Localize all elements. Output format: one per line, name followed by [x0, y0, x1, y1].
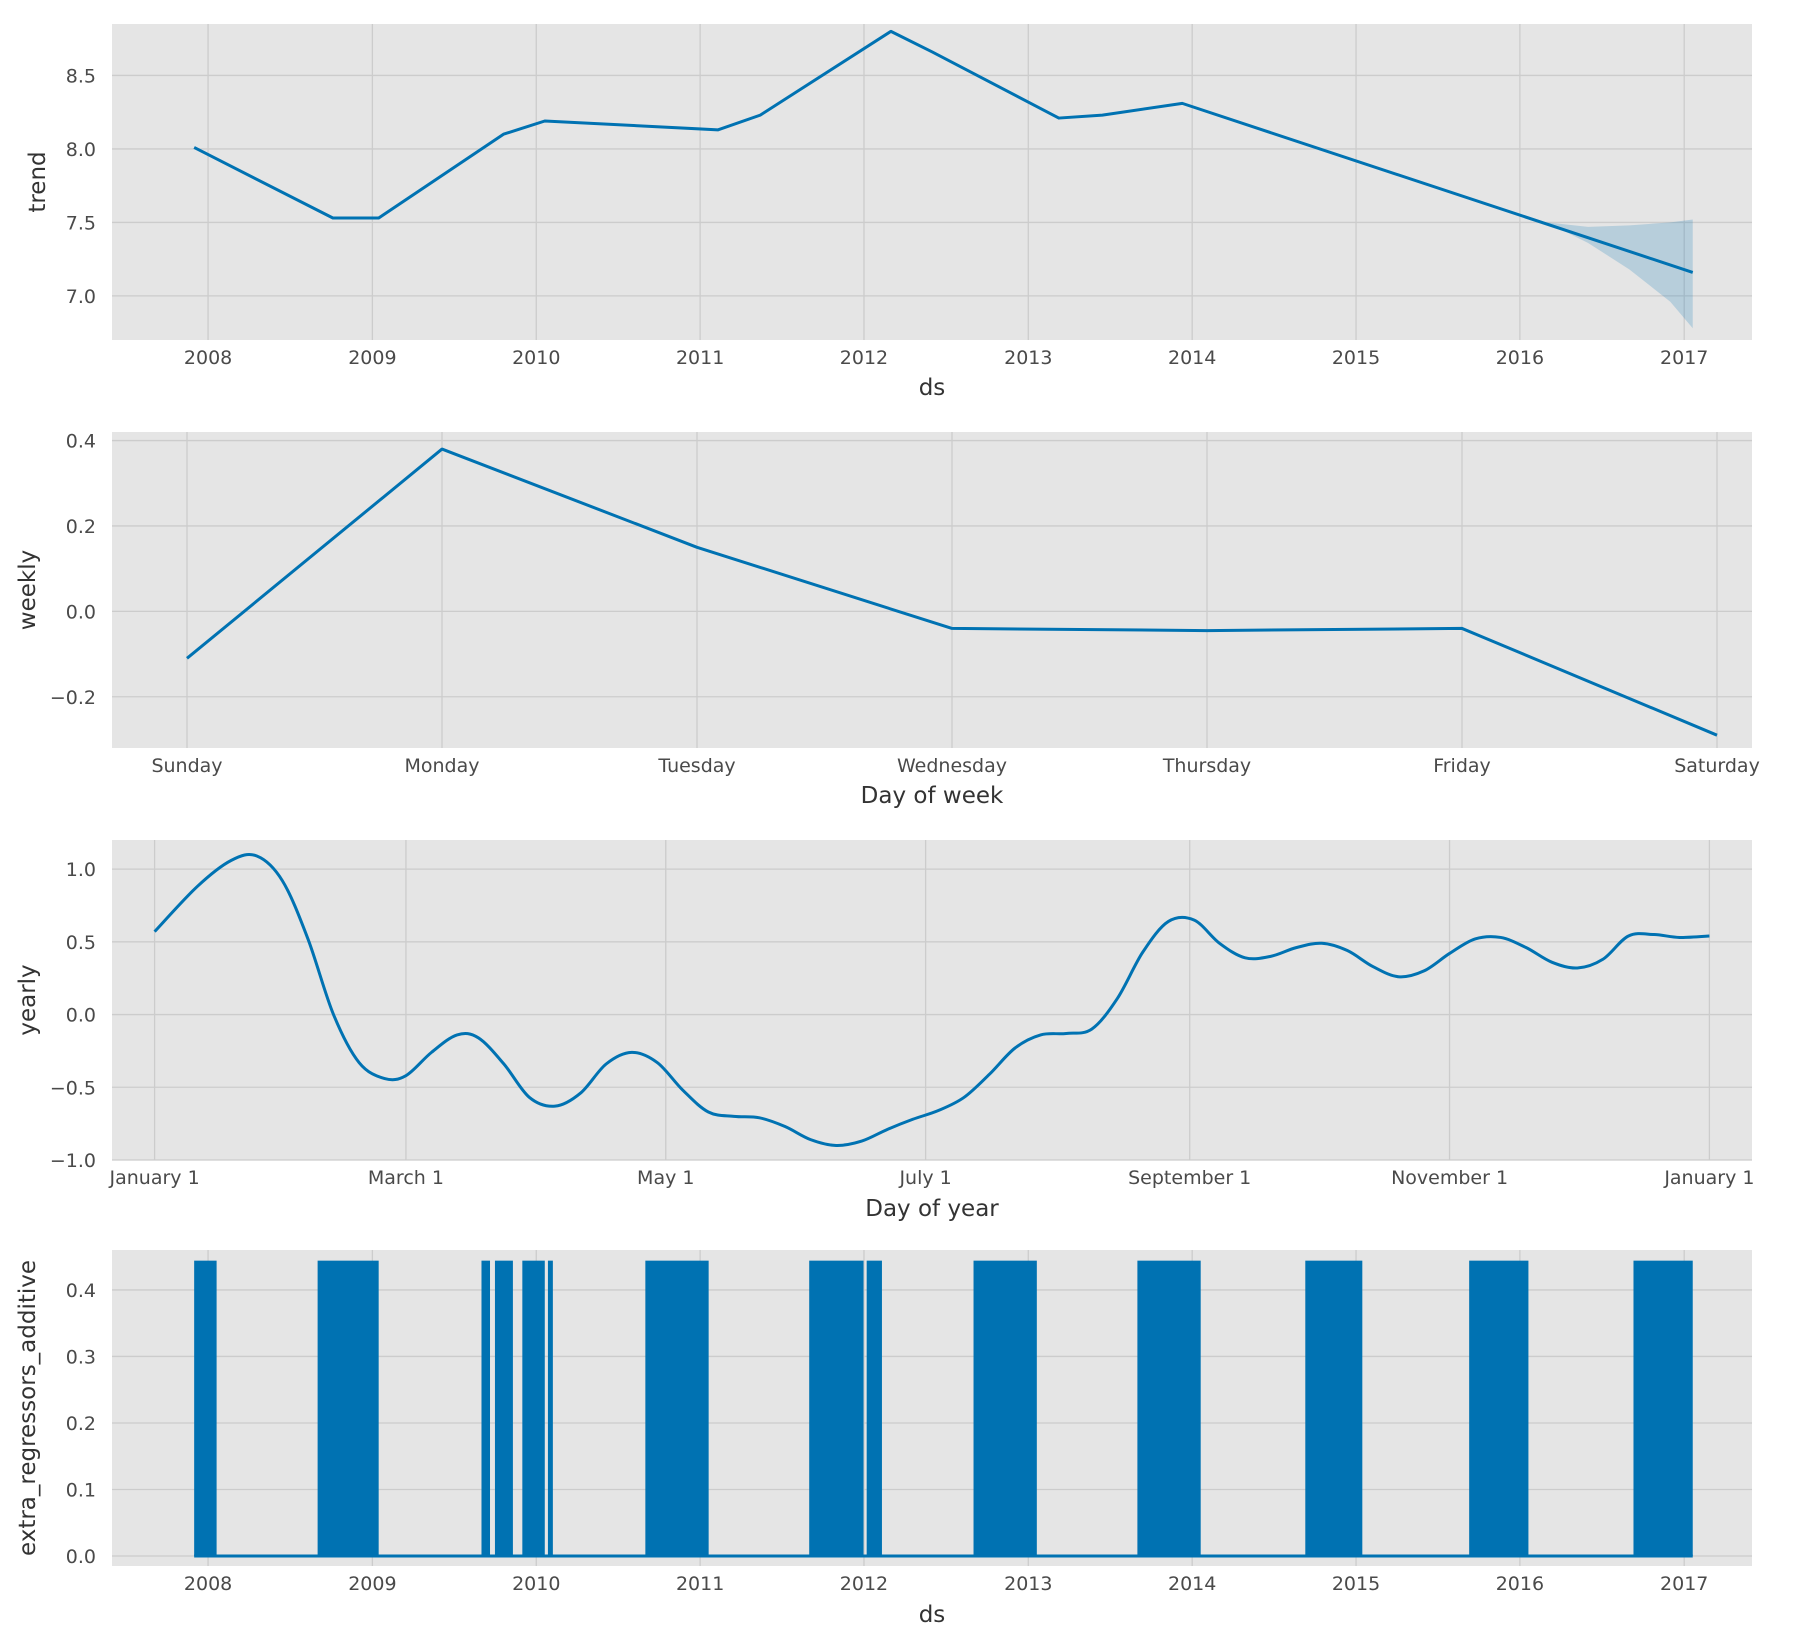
extra-regressors-ytick-label: 0.1 — [66, 1479, 96, 1501]
yearly-xtick-label: September 1 — [1128, 1167, 1251, 1189]
yearly-xaxis-label: Day of year — [865, 1196, 999, 1222]
extra-regressors-active-block — [522, 1260, 545, 1557]
extra-regressors-active-block — [645, 1260, 709, 1557]
weekly-xtick-label: Tuesday — [657, 755, 735, 777]
extra-regressors-xtick-label: 2009 — [348, 1573, 396, 1595]
trend-ytick-label: 7.0 — [66, 286, 96, 308]
yearly-panel: −1.0 −0.5 0.0 0.5 1.0 January 1 March 1 May 1 Ju… — [15, 840, 1754, 1222]
trend-uncertainty-band — [1546, 219, 1693, 329]
extra-regressors-active-block — [973, 1260, 1037, 1557]
trend-xtick-label: 2009 — [348, 347, 396, 369]
extra-regressors-xtick-label: 2017 — [1660, 1573, 1708, 1595]
yearly-ytick-label: 1.0 — [66, 859, 96, 881]
yearly-ytick-label: 0.5 — [66, 932, 96, 954]
yearly-yaxis-label: yearly — [15, 964, 41, 1035]
extra-regressors-active-block — [317, 1260, 379, 1557]
extra-regressors-ytick-label: 0.4 — [66, 1280, 96, 1302]
extra-regressors-xtick-label: 2011 — [676, 1573, 724, 1595]
extra-regressors-active-block — [1469, 1260, 1529, 1557]
trend-plot-area — [112, 24, 1752, 340]
weekly-xtick-label: Friday — [1433, 755, 1491, 777]
yearly-line — [153, 853, 1710, 1147]
trend-ytick-label: 8.5 — [66, 65, 96, 87]
extra-regressors-xtick-label: 2015 — [1332, 1573, 1380, 1595]
weekly-xaxis-label: Day of week — [861, 783, 1004, 809]
weekly-xtick-label: Sunday — [151, 755, 222, 777]
yearly-xtick-label: May 1 — [637, 1167, 694, 1189]
trend-xtick-label: 2016 — [1496, 347, 1544, 369]
extra-regressors-ytick-label: 0.2 — [66, 1413, 96, 1435]
weekly-plot-area — [112, 432, 1752, 748]
yearly-xtick-label: March 1 — [368, 1167, 444, 1189]
extra-regressors-ytick-label: 0.3 — [66, 1346, 96, 1368]
extra-regressors-xtick-label: 2008 — [184, 1573, 232, 1595]
trend-xtick-label: 2017 — [1660, 347, 1708, 369]
extra-regressors-xtick-label: 2013 — [1004, 1573, 1052, 1595]
trend-xaxis-label: ds — [919, 375, 946, 401]
yearly-plot-area — [112, 840, 1752, 1160]
extra-regressors-active-block — [194, 1260, 217, 1557]
weekly-xtick-label: Wednesday — [897, 755, 1007, 777]
trend-xtick-label: 2010 — [512, 347, 560, 369]
extra-regressors-active-block — [866, 1260, 882, 1557]
extra-regressors-yaxis-label: extra_regressors_additive — [15, 1260, 41, 1556]
extra-regressors-xaxis-label: ds — [919, 1602, 946, 1628]
extra-regressors-active-block — [481, 1260, 491, 1557]
weekly-ytick-label: 0.0 — [66, 601, 96, 623]
extra-regressors-xtick-label: 2010 — [512, 1573, 560, 1595]
trend-xtick-label: 2013 — [1004, 347, 1052, 369]
trend-line — [193, 29, 1694, 274]
extra-regressors-active-block — [494, 1260, 513, 1557]
weekly-xtick-label: Thursday — [1162, 755, 1251, 777]
extra-regressors-active-block — [1305, 1260, 1363, 1557]
extra-regressors-xtick-label: 2016 — [1496, 1573, 1544, 1595]
extra-regressors-ytick-label: 0.0 — [66, 1546, 96, 1568]
trend-yaxis-label: trend — [25, 151, 51, 212]
extra-regressors-active-block — [547, 1260, 553, 1557]
extra-regressors-active-block — [809, 1260, 864, 1557]
yearly-ytick-label: 0.0 — [66, 1005, 96, 1027]
weekly-ytick-label: 0.2 — [66, 516, 96, 538]
yearly-ytick-label: −1.0 — [50, 1150, 96, 1172]
weekly-xtick-label: Saturday — [1674, 755, 1760, 777]
extra-regressors-active-block — [1137, 1260, 1201, 1557]
yearly-ytick-label: −0.5 — [50, 1077, 96, 1099]
trend-xtick-label: 2011 — [676, 347, 724, 369]
trend-ytick-label: 7.5 — [66, 212, 96, 234]
trend-panel: 7.0 7.5 8.0 8.5 2008 2009 2010 2011 2012 2013 2014… — [25, 24, 1752, 401]
yearly-xtick-label: November 1 — [1391, 1167, 1508, 1189]
trend-xtick-label: 2008 — [184, 347, 232, 369]
weekly-yaxis-label: weekly — [15, 550, 41, 630]
extra-regressors-panel: 0.0 0.1 0.2 0.3 0.4 2008 2009 2010 2011 2012 2013 2… — [15, 1250, 1752, 1628]
trend-xtick-label: 2015 — [1332, 347, 1380, 369]
weekly-ytick-label: −0.2 — [50, 687, 96, 709]
yearly-xtick-label: January 1 — [1663, 1167, 1754, 1189]
extra-regressors-active-block — [1633, 1260, 1693, 1557]
yearly-xtick-label: July 1 — [898, 1167, 951, 1189]
trend-xtick-label: 2014 — [1168, 347, 1216, 369]
weekly-panel: −0.2 0.0 0.2 0.4 Sunday Monday Tuesday Wednesda… — [15, 431, 1760, 809]
extra-regressors-xtick-label: 2014 — [1168, 1573, 1216, 1595]
weekly-ytick-label: 0.4 — [66, 431, 96, 453]
extra-regressors-xtick-label: 2012 — [840, 1573, 888, 1595]
weekly-line — [186, 447, 1718, 737]
trend-ytick-label: 8.0 — [66, 139, 96, 161]
trend-xtick-label: 2012 — [840, 347, 888, 369]
yearly-xtick-label: January 1 — [109, 1167, 200, 1189]
weekly-xtick-label: Monday — [404, 755, 479, 777]
